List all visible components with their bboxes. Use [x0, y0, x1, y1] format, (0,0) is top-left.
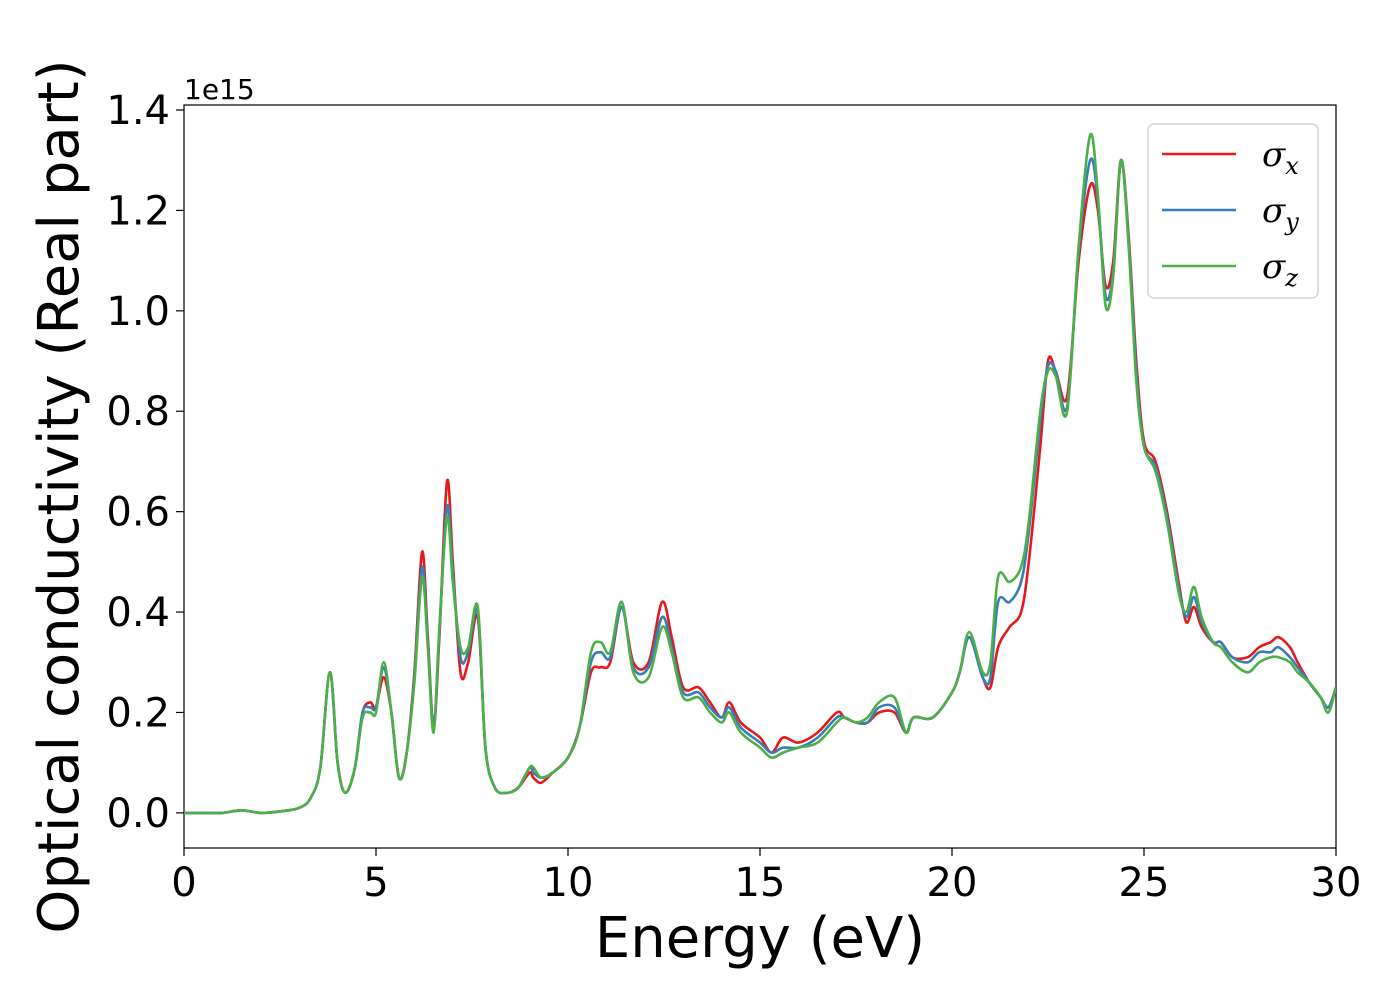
x-tick-label: 20 — [927, 860, 978, 906]
y-tick-label: 0.6 — [106, 490, 170, 536]
y-axis-offset-text: 1e15 — [184, 73, 255, 106]
y-axis-label: Optical conductivity (Real part) — [27, 59, 92, 933]
y-axis-ticks: 0.0 0.2 0.4 0.6 0.8 1.0 1.2 1.4 — [106, 88, 184, 837]
x-tick-label: 5 — [363, 860, 388, 906]
y-tick-label: 1.0 — [106, 289, 170, 335]
y-tick-label: 1.4 — [106, 88, 170, 134]
y-tick-label: 0.4 — [106, 590, 170, 636]
legend-label: σy — [1262, 191, 1299, 236]
x-tick-label: 15 — [735, 860, 786, 906]
x-tick-label: 30 — [1311, 860, 1362, 906]
x-axis-label: Energy (eV) — [595, 906, 925, 971]
series-lines — [184, 132, 1336, 815]
y-tick-label: 0.0 — [106, 791, 170, 837]
x-axis-ticks: 0 5 10 15 20 25 30 — [171, 848, 1361, 906]
legend-label: σz — [1262, 247, 1298, 292]
y-tick-label: 1.2 — [106, 188, 170, 234]
y-tick-label: 0.8 — [106, 389, 170, 435]
x-tick-label: 10 — [543, 860, 594, 906]
legend-label: σx — [1262, 135, 1299, 180]
y-tick-label: 0.2 — [106, 690, 170, 736]
legend: σx σy σz — [1147, 123, 1319, 299]
x-tick-label: 0 — [171, 860, 196, 906]
x-tick-label: 25 — [1119, 860, 1170, 906]
series-line-sigma-z — [184, 132, 1336, 815]
